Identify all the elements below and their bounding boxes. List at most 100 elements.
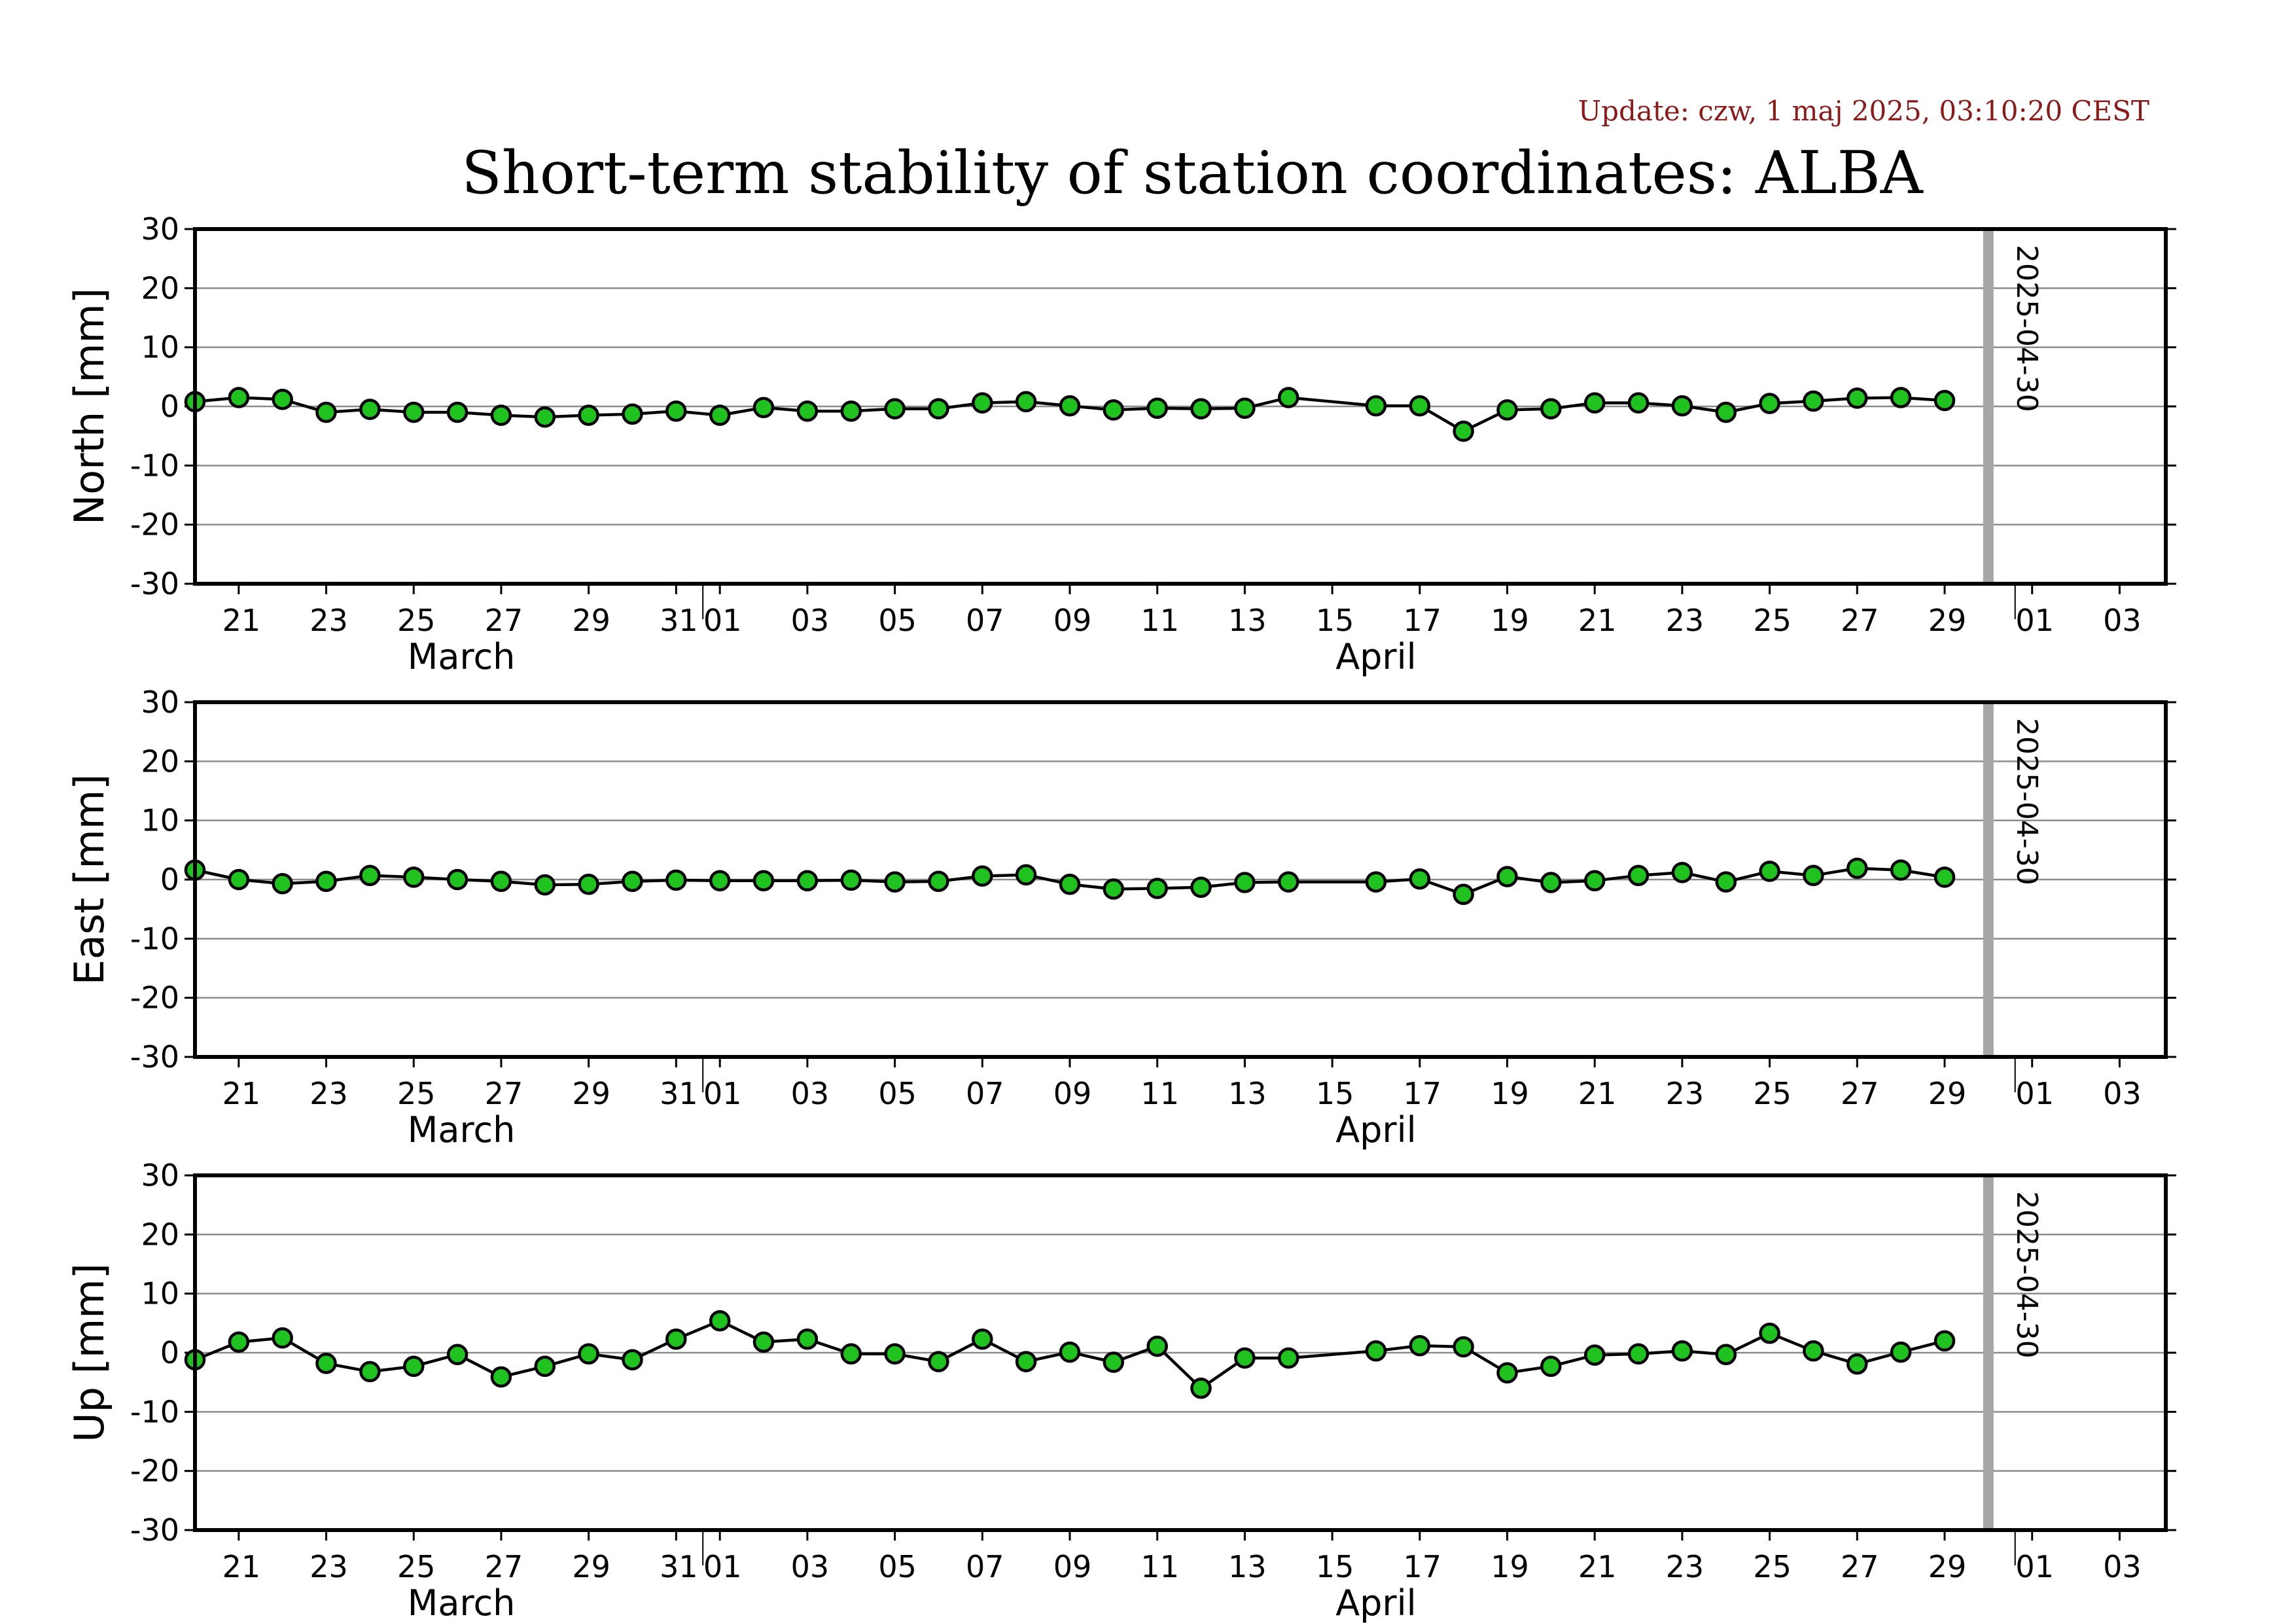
x-tick-label: 29 <box>572 1549 610 1584</box>
x-tick-label: 01 <box>2015 1076 2054 1111</box>
x-tick-label: 11 <box>1140 603 1179 638</box>
x-tick-label: 13 <box>1228 1076 1267 1111</box>
data-point <box>228 868 250 891</box>
y-tick-label: 0 <box>160 862 179 897</box>
x-tick-label: 17 <box>1404 603 1442 638</box>
x-tick-label: 25 <box>397 1076 436 1111</box>
x-tick-label: 01 <box>703 1549 742 1584</box>
data-point <box>1496 866 1518 887</box>
data-point <box>1409 395 1431 417</box>
x-tick-label: 09 <box>1053 603 1092 638</box>
x-tick-label: 25 <box>1753 603 1792 638</box>
data-point <box>1583 870 1606 892</box>
x-tick-label: 13 <box>1228 603 1267 638</box>
y-tick-label: -20 <box>130 1454 179 1489</box>
data-point <box>1453 883 1474 905</box>
x-tick-label: 27 <box>485 603 523 638</box>
x-tick-label: 25 <box>397 1549 436 1584</box>
data-point <box>1934 389 1956 412</box>
data-point <box>1890 1341 1912 1363</box>
data-point <box>578 404 599 426</box>
x-tick-label: 23 <box>309 1076 348 1111</box>
data-point <box>1803 390 1824 412</box>
y-tick-label: -20 <box>130 507 179 543</box>
date-marker-label: 2025-04-30 <box>2010 245 2043 412</box>
x-tick-label: 25 <box>1753 1076 1792 1111</box>
data-point <box>1715 871 1737 893</box>
data-point <box>1540 1355 1562 1378</box>
data-point <box>1890 859 1912 881</box>
data-point <box>1015 864 1037 886</box>
series-line <box>194 1319 1945 1391</box>
y-tick-label: 0 <box>160 389 179 424</box>
data-point <box>928 1351 949 1372</box>
x-tick-label: 31 <box>660 1549 698 1584</box>
data-point <box>1190 398 1212 419</box>
x-tick-label: 31 <box>660 603 698 638</box>
month-label: March <box>408 1582 516 1623</box>
data-point <box>1059 395 1081 417</box>
data-point <box>578 873 599 895</box>
y-axis-title: North [mm] <box>65 288 113 525</box>
data-point <box>272 873 293 895</box>
x-tick-label: 11 <box>1140 1076 1179 1111</box>
data-point <box>665 869 687 891</box>
data-point <box>752 870 775 892</box>
chart-title: Short-term stability of station coordina… <box>461 139 1923 207</box>
date-marker-label: 2025-04-30 <box>2010 718 2043 885</box>
x-tick-label: 01 <box>2015 603 2054 638</box>
y-tick-label: 20 <box>141 270 179 306</box>
data-point <box>1409 868 1431 890</box>
x-tick-label: 23 <box>309 603 348 638</box>
y-tick-label: 20 <box>141 1217 179 1252</box>
data-point <box>884 871 906 893</box>
y-tick-label: 10 <box>141 330 179 365</box>
data-point <box>1146 397 1168 419</box>
data-point <box>315 870 337 892</box>
data-point <box>1190 1377 1212 1399</box>
data-point <box>752 397 775 419</box>
data-point <box>1671 1340 1693 1362</box>
x-tick-label: 03 <box>2103 1549 2142 1584</box>
data-point <box>1759 861 1780 882</box>
data-point <box>1409 1334 1431 1357</box>
x-tick-label: 01 <box>703 1076 742 1111</box>
x-tick-label: 27 <box>485 1549 523 1584</box>
data-point <box>1934 866 1956 888</box>
month-label: March <box>408 636 516 677</box>
data-point <box>665 1328 687 1350</box>
y-tick-label: 10 <box>141 1276 179 1311</box>
data-point <box>1365 1340 1387 1362</box>
y-tick-label: -30 <box>130 566 179 601</box>
data-point <box>1934 1330 1956 1352</box>
x-tick-label: 15 <box>1316 603 1354 638</box>
x-tick-label: 27 <box>1841 1076 1879 1111</box>
x-tick-label: 17 <box>1404 1076 1442 1111</box>
y-tick-label: 20 <box>141 743 179 779</box>
data-point <box>1277 1347 1299 1369</box>
x-tick-label: 21 <box>1578 1549 1617 1584</box>
x-tick-label: 29 <box>1928 1549 1967 1584</box>
data-point <box>622 870 643 892</box>
x-tick-label: 09 <box>1053 1076 1092 1111</box>
plot-frame <box>193 1173 2168 1532</box>
data-point <box>884 398 906 419</box>
data-point <box>1234 872 1256 893</box>
y-tick-label: -20 <box>130 980 179 1016</box>
data-point <box>359 399 381 420</box>
date-marker-label: 2025-04-30 <box>2010 1191 2043 1359</box>
data-point <box>1453 420 1474 442</box>
x-tick-label: 07 <box>966 1076 1004 1111</box>
data-point <box>884 1343 906 1365</box>
data-point <box>359 1361 381 1383</box>
x-tick-label: 29 <box>1928 1076 1967 1111</box>
data-point <box>622 1349 643 1371</box>
data-point <box>796 400 819 422</box>
x-tick-label: 03 <box>791 1076 830 1111</box>
y-tick-label: 30 <box>141 1158 179 1193</box>
data-point <box>1496 399 1518 421</box>
data-point <box>1015 391 1037 413</box>
